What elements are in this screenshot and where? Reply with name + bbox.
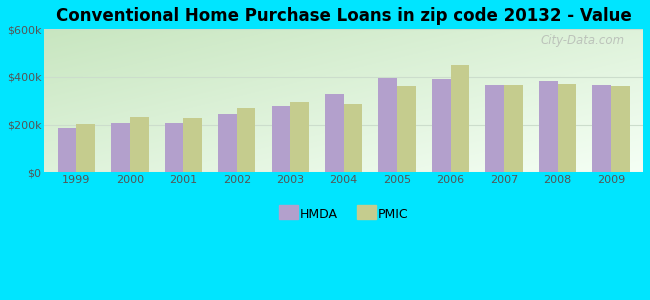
Bar — [58, 128, 77, 172]
Bar — [539, 81, 558, 172]
Bar — [432, 79, 450, 172]
Bar — [130, 118, 149, 172]
Bar — [272, 106, 291, 172]
Bar — [397, 86, 416, 172]
Bar — [611, 86, 630, 172]
Bar — [218, 114, 237, 172]
Bar — [558, 84, 577, 172]
Bar — [486, 85, 504, 172]
Bar — [291, 102, 309, 172]
Title: Conventional Home Purchase Loans in zip code 20132 - Value: Conventional Home Purchase Loans in zip … — [56, 7, 632, 25]
Bar — [344, 104, 363, 172]
Bar — [378, 78, 397, 172]
Bar — [504, 85, 523, 172]
Bar — [592, 85, 611, 172]
Text: City-Data.com: City-Data.com — [541, 34, 625, 46]
Legend: HMDA, PMIC: HMDA, PMIC — [274, 203, 413, 226]
Bar — [111, 123, 130, 172]
Bar — [450, 65, 469, 172]
Bar — [237, 108, 255, 172]
Bar — [77, 124, 95, 172]
Bar — [183, 118, 202, 172]
Bar — [325, 94, 344, 172]
Bar — [164, 123, 183, 172]
